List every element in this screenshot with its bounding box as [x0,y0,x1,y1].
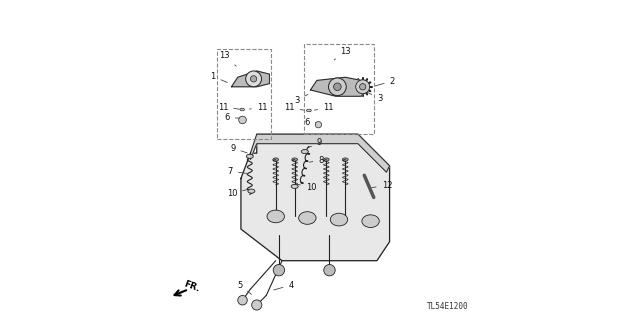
Circle shape [238,295,247,305]
Text: 11: 11 [250,102,268,112]
Circle shape [328,78,346,96]
Circle shape [333,83,341,91]
Circle shape [246,71,262,87]
Text: 9: 9 [307,138,322,148]
Ellipse shape [291,184,298,189]
Polygon shape [232,71,269,87]
Text: 11: 11 [218,102,239,112]
Ellipse shape [292,158,298,161]
Text: 9: 9 [230,144,247,153]
Polygon shape [310,77,367,96]
Circle shape [356,80,370,94]
Text: 10: 10 [298,182,316,191]
Circle shape [252,300,262,310]
Text: 3: 3 [294,94,308,105]
Text: 7: 7 [228,167,247,176]
Ellipse shape [330,213,348,226]
Text: 6: 6 [225,113,241,122]
Text: 1: 1 [211,72,227,83]
Bar [217,49,271,139]
Text: 2: 2 [375,77,395,86]
Text: 3: 3 [365,91,382,103]
Polygon shape [241,134,390,261]
Polygon shape [250,134,390,172]
Ellipse shape [299,212,316,224]
Ellipse shape [246,154,253,159]
Ellipse shape [240,108,244,111]
Text: TL54E1200: TL54E1200 [427,302,468,311]
Circle shape [250,76,257,82]
Circle shape [273,264,285,276]
Bar [304,44,374,134]
Ellipse shape [273,158,278,161]
Text: 13: 13 [334,47,351,60]
Ellipse shape [248,189,255,193]
Text: 10: 10 [227,189,249,198]
Circle shape [324,264,335,276]
Text: 11: 11 [314,103,333,113]
Ellipse shape [323,158,329,161]
Circle shape [360,84,366,90]
Ellipse shape [362,215,380,227]
Text: 11: 11 [284,103,304,113]
Text: 12: 12 [372,181,392,190]
Text: 4: 4 [274,281,294,290]
Text: 5: 5 [237,281,252,294]
Ellipse shape [301,150,308,154]
Text: 8: 8 [310,156,324,165]
Text: FR.: FR. [182,280,201,294]
Ellipse shape [342,158,348,161]
Circle shape [239,116,246,124]
Text: 13: 13 [220,51,236,66]
Ellipse shape [307,109,311,112]
Ellipse shape [267,210,284,223]
Text: 6: 6 [305,118,317,127]
Circle shape [316,122,321,128]
